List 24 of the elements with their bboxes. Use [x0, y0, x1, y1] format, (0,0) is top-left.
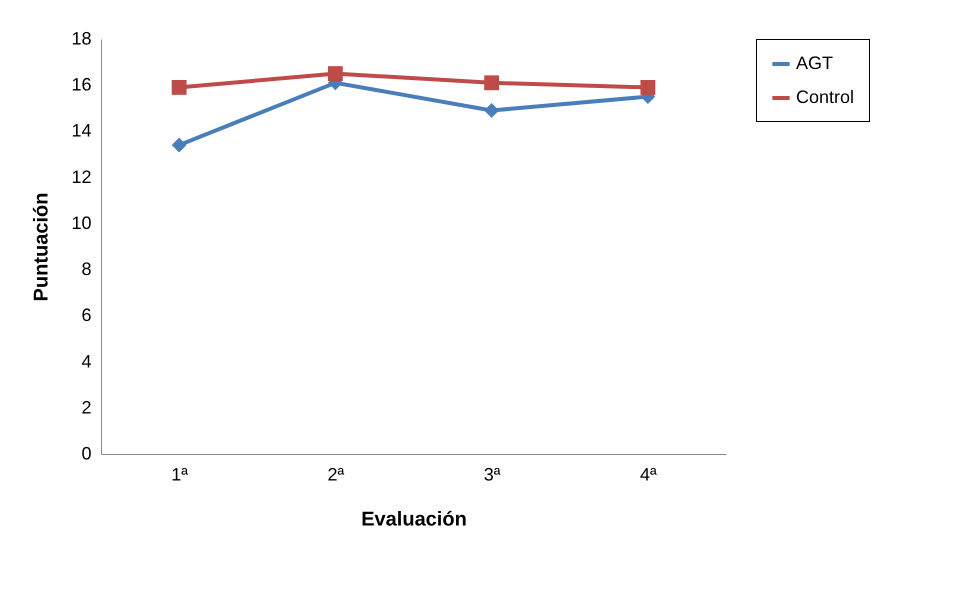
y-tick-label: 18	[71, 28, 92, 48]
point	[484, 103, 500, 118]
y-tick-label: 12	[71, 166, 92, 187]
legend-label: Control	[796, 87, 854, 107]
x-tick-label: 3ª	[484, 464, 501, 484]
x-tick-label: 1ª	[171, 464, 188, 484]
y-tick-label: 2	[81, 397, 92, 418]
legend-label: AGT	[796, 53, 834, 73]
x-axis-title: Evaluación	[361, 508, 467, 530]
y-tick-label: 10	[71, 212, 92, 233]
point	[328, 66, 343, 81]
y-tick-label: 14	[71, 120, 92, 141]
point	[640, 80, 656, 95]
x-tick-label: 4ª	[640, 464, 658, 484]
y-axis-title: Puntuación	[30, 192, 52, 302]
point	[172, 80, 187, 95]
y-tick-label: 6	[81, 305, 92, 326]
point	[172, 138, 187, 152]
x-tick-label: 2ª	[328, 464, 345, 484]
point	[484, 75, 500, 90]
y-tick-label: 4	[81, 351, 92, 372]
y-tick-label: 0	[81, 444, 92, 464]
y-tick-label: 8	[81, 259, 92, 280]
y-tick-label: 16	[71, 74, 92, 95]
